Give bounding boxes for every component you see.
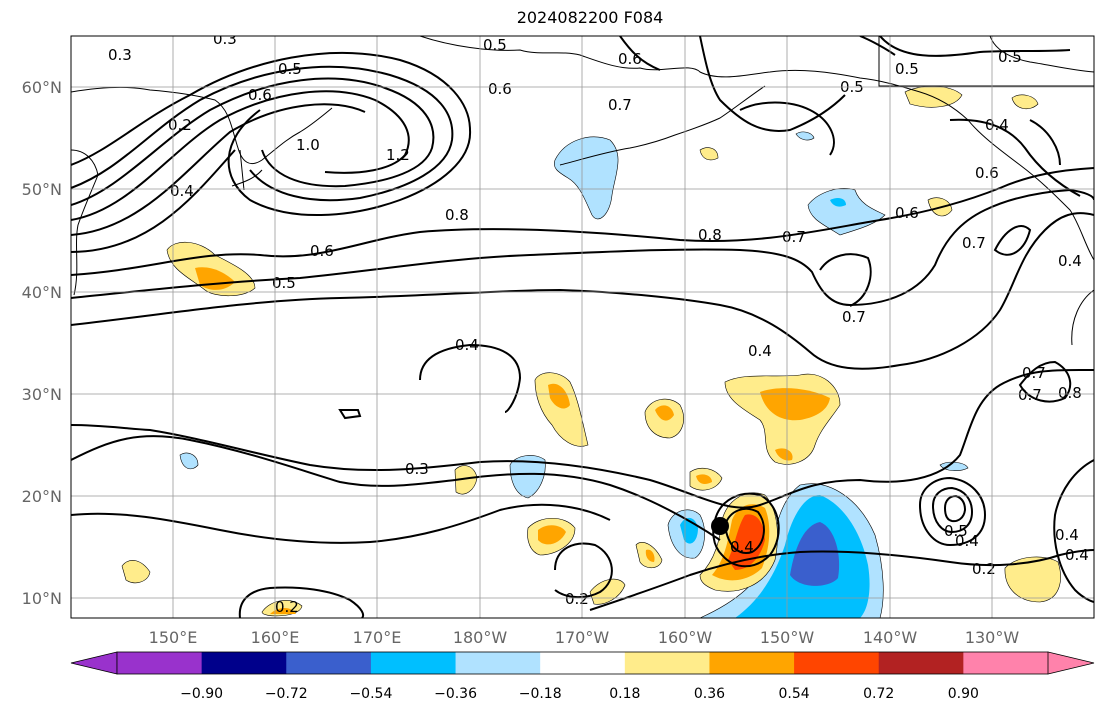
colorbar-bin: [201, 652, 287, 674]
lat-label: 20°N: [22, 487, 62, 506]
contour-label: 0.7: [842, 308, 866, 326]
lat-label: 30°N: [22, 385, 62, 404]
contour-label: 0.6: [618, 50, 642, 68]
latitude-labels: 60°N 50°N 40°N 30°N 20°N 10°N: [22, 78, 62, 608]
contour-label: 0.7: [1022, 364, 1046, 382]
colorbar-bin: [709, 652, 795, 674]
graticule: [71, 36, 1094, 618]
map-title: 2024082200 F084: [516, 8, 664, 27]
contour-labels: 0.3 0.3 0.5 0.5 0.6 0.6 0.6 0.7 0.7 0.5 …: [108, 30, 1089, 616]
colorbar-bin: [540, 652, 626, 674]
contour-label: 0.2: [275, 598, 299, 616]
plot-frame: [70, 35, 1095, 619]
storm-center-marker: [711, 517, 729, 535]
contour-label: 0.5: [278, 60, 302, 78]
shaded-fields: [121, 86, 1061, 618]
lon-label: 180°W: [453, 628, 508, 647]
colorbar-tick-label: −0.54: [349, 686, 392, 702]
contour-label: 0.4: [455, 336, 479, 354]
contour-label: 0.6: [310, 242, 334, 260]
plot-area: 0.3 0.3 0.5 0.5 0.6 0.6 0.6 0.7 0.7 0.5 …: [71, 30, 1094, 618]
contour-label: 0.4: [985, 116, 1009, 134]
colorbar-bin: [878, 652, 964, 674]
colorbar-bin: [117, 652, 203, 674]
contour-label: 0.6: [975, 164, 999, 182]
colorbar-bin: [455, 652, 541, 674]
colorbar-bin: [794, 652, 880, 674]
contour-label: 0.4: [170, 182, 194, 200]
colorbar-tick-label: −0.90: [180, 686, 223, 702]
contour-label: 1.0: [296, 136, 320, 154]
contour-label: 0.2: [972, 560, 996, 578]
contour-label: 0.3: [108, 46, 132, 64]
contour-label: 0.8: [1058, 384, 1082, 402]
colorbar-min-extend: [70, 651, 118, 675]
contour-label: 0.2: [168, 116, 192, 134]
contour-label: 0.3: [213, 30, 237, 48]
contour-label: 0.7: [608, 96, 632, 114]
contour-label: 0.7: [1018, 386, 1042, 404]
lat-label: 10°N: [22, 589, 62, 608]
contour-lines: [71, 36, 1094, 618]
lon-label: 140°W: [863, 628, 918, 647]
contour-label: 0.6: [248, 86, 272, 104]
lon-label: 150°W: [760, 628, 815, 647]
contour-label: 0.8: [698, 226, 722, 244]
contour-label: 1.2: [386, 146, 410, 164]
lat-label: 60°N: [22, 78, 62, 97]
longitude-labels: 150°E 160°E 170°E 180°W 170°W 160°W 150°…: [149, 628, 1020, 647]
colorbar-tick-label: 0.72: [863, 686, 894, 702]
contour-label: 0.6: [895, 204, 919, 222]
colorbar-tick-label: 0.36: [694, 686, 725, 702]
contour-label: 0.5: [998, 48, 1022, 66]
lat-label: 40°N: [22, 283, 62, 302]
colorbar-bin: [370, 652, 457, 674]
contour-label: 0.4: [748, 342, 772, 360]
colorbar-max-extend: [1047, 651, 1095, 675]
lon-label: 150°E: [149, 628, 198, 647]
contour-label: 0.5: [895, 60, 919, 78]
colorbar-tick-label: 0.90: [948, 686, 979, 702]
colorbar-tick-label: 0.18: [609, 686, 640, 702]
lon-label: 170°E: [353, 628, 402, 647]
colorbar-tick-label: −0.36: [434, 686, 477, 702]
colorbar-bin: [624, 652, 710, 674]
lon-label: 160°E: [251, 628, 300, 647]
colorbar-tick-label: −0.18: [519, 686, 562, 702]
contour-label: 0.7: [962, 234, 986, 252]
coastlines: [71, 36, 1094, 346]
colorbar: −0.90 −0.72 −0.54 −0.36 −0.18 0.18 0.36 0.54 0.7…: [70, 651, 1095, 702]
contour-label: 0.4: [1058, 252, 1082, 270]
contour-label: 0.3: [405, 460, 429, 478]
contour-label: 0.5: [272, 274, 296, 292]
contour-label: 0.4: [1055, 526, 1079, 544]
lon-label: 160°W: [658, 628, 713, 647]
contour-label: 0.8: [445, 206, 469, 224]
contour-label: 0.2: [565, 590, 589, 608]
colorbar-tick-label: 0.54: [779, 686, 810, 702]
contour-label: 0.4: [730, 538, 754, 556]
contour-label: 0.6: [488, 80, 512, 98]
contour-label: 0.5: [483, 36, 507, 54]
lat-label: 50°N: [22, 180, 62, 199]
colorbar-tick-label: −0.72: [265, 686, 308, 702]
contour-label: 0.4: [955, 532, 979, 550]
contour-label: 0.5: [944, 522, 968, 540]
contour-label: 0.7: [782, 228, 806, 246]
lon-label: 170°W: [555, 628, 610, 647]
colorbar-bin: [286, 652, 372, 674]
contour-label: 0.4: [1065, 546, 1089, 564]
colorbar-bin: [963, 652, 1049, 674]
lon-label: 130°W: [965, 628, 1020, 647]
